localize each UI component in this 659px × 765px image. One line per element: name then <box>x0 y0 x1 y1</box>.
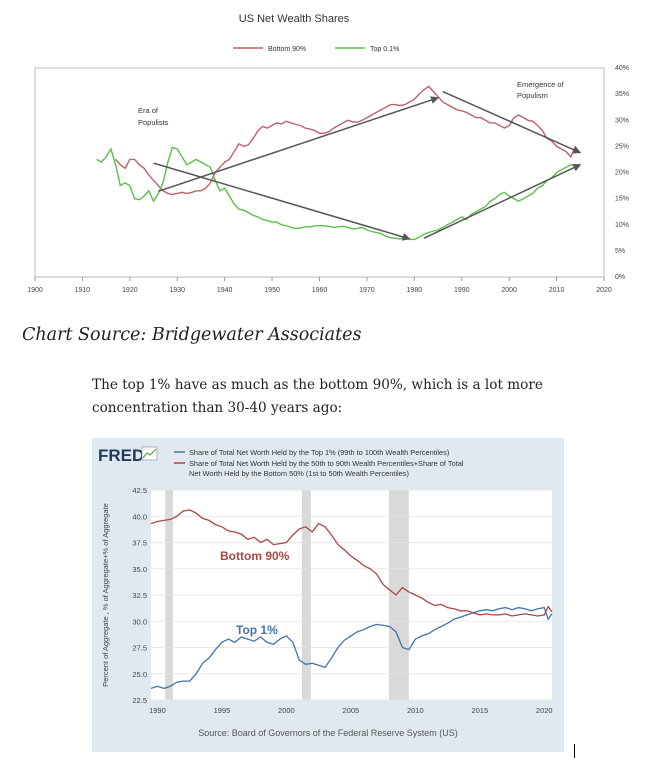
x-tick-label: 1950 <box>264 287 280 294</box>
x-tick-label: 1920 <box>122 287 138 294</box>
chart1-title: US Net Wealth Shares <box>239 13 350 25</box>
annotation-populists-era: Era of Populists <box>138 106 169 127</box>
legend-top1-label: Share of Total Net Worth Held by the Top… <box>189 448 449 457</box>
series-top01-line <box>96 146 576 241</box>
y-tick-label: 35.0 <box>132 565 147 574</box>
y-tick-label: 25.0 <box>132 670 147 679</box>
x-tick-label: 2000 <box>501 287 517 294</box>
y-tick-label: 40.0 <box>132 512 147 521</box>
series-bottom90-line <box>115 85 577 196</box>
y-tick-label: 40% <box>615 65 629 72</box>
series-bottom90-line <box>150 509 553 617</box>
x-tick-label: 2020 <box>596 287 612 294</box>
y-tick-label: 25% <box>615 143 629 150</box>
x-tick-label: 1990 <box>454 287 470 294</box>
trend-arrow <box>442 90 582 154</box>
y-tick-label: 37.5 <box>132 539 147 548</box>
legend-bottom90-label: Bottom 90% <box>268 46 306 53</box>
x-tick-label: 1970 <box>359 287 375 294</box>
chart-source-caption: Chart Source: Bridgewater Associates <box>22 325 362 345</box>
x-tick-label: 1995 <box>214 706 231 715</box>
x-tick-label: 1960 <box>312 287 328 294</box>
body-paragraph: The top 1% have as much as the bottom 90… <box>92 377 543 416</box>
trend-arrow <box>153 162 411 241</box>
y-tick-label: 35% <box>615 91 629 98</box>
x-tick-label: 2020 <box>536 706 553 715</box>
fred-chart-panel: FRED Share of Total Net Worth Held by the… <box>92 438 564 752</box>
trend-arrow <box>423 163 582 240</box>
us-net-wealth-chart: US Net Wealth Shares Bottom 90% Top 0.1% 19… <box>27 13 629 294</box>
x-tick-label: 1930 <box>169 287 185 294</box>
fred-logo: FRED <box>98 446 144 465</box>
series-top1-line <box>150 606 553 690</box>
fred-chart-icon-line <box>142 448 157 459</box>
annotation-populism-emergence: Emergence of Populism <box>517 80 565 100</box>
x-tick-label: 2010 <box>549 287 565 294</box>
y-tick-label: 10% <box>615 222 629 229</box>
fred-source: Source: Board of Governors of the Federa… <box>198 728 458 738</box>
y-tick-label: 30.0 <box>132 617 147 626</box>
x-tick-label: 2010 <box>407 706 424 715</box>
y-tick-label: 22.5 <box>132 696 147 705</box>
y-tick-label: 20% <box>615 170 629 177</box>
y-tick-label: 5% <box>615 248 625 255</box>
y-tick-label: 27.5 <box>132 644 147 653</box>
label-bottom90: Bottom 90% <box>220 549 290 563</box>
x-tick-label: 1940 <box>217 287 233 294</box>
x-tick-label: 1980 <box>407 287 423 294</box>
y-tick-label: 42.5 <box>132 486 147 495</box>
x-tick-label: 2000 <box>278 706 295 715</box>
x-tick-label: 2005 <box>343 706 360 715</box>
y-axis-label: Percent of Aggregate , % of Aggregate+% … <box>101 503 110 687</box>
y-tick-label: 15% <box>615 196 629 203</box>
label-top1: Top 1% <box>236 623 278 637</box>
y-tick-label: 30% <box>615 117 629 124</box>
legend-bottom90-label: Share of Total Net Worth Held by the 50t… <box>189 459 464 478</box>
x-tick-label: 1910 <box>75 287 91 294</box>
x-tick-label: 1900 <box>27 287 43 294</box>
text-cursor <box>574 744 575 758</box>
fred-chart: FRED Share of Total Net Worth Held by the… <box>98 446 553 738</box>
x-tick-label: 1990 <box>149 706 166 715</box>
fred-chart-icon <box>141 446 158 461</box>
y-tick-label: 32.5 <box>132 591 147 600</box>
y-tick-label: 0% <box>615 274 625 281</box>
trend-arrow <box>158 96 439 193</box>
x-tick-label: 2015 <box>471 706 488 715</box>
legend-top01-label: Top 0.1% <box>370 46 399 53</box>
